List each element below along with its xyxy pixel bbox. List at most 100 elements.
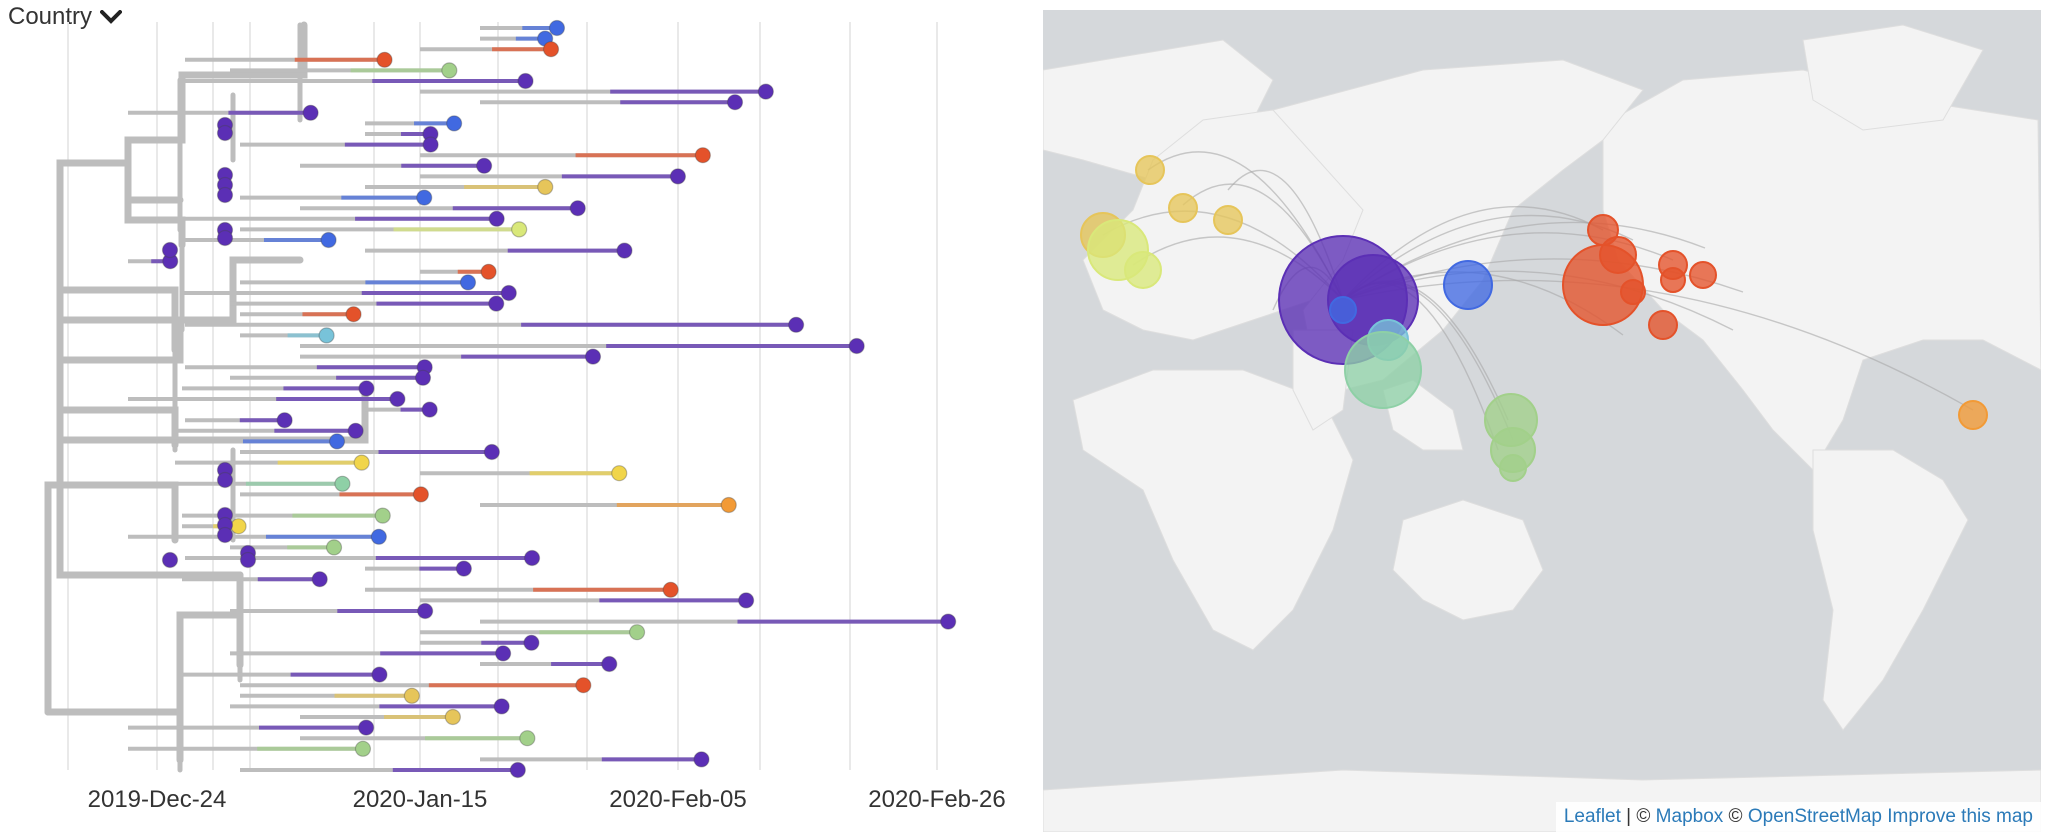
tip-node bbox=[693, 751, 710, 768]
tip-node bbox=[216, 186, 234, 204]
tip-node bbox=[495, 645, 512, 662]
tip-node bbox=[848, 337, 865, 355]
tip-node bbox=[347, 422, 364, 439]
tip-node bbox=[376, 51, 393, 68]
australia-landmass bbox=[1392, 499, 1544, 621]
color-by-label: Country bbox=[8, 3, 93, 30]
x-axis-tick-label: 2020-Jan-15 bbox=[353, 786, 488, 813]
tip-node bbox=[738, 592, 755, 609]
tip-node bbox=[548, 19, 566, 37]
country-bubble[interactable] bbox=[1329, 296, 1357, 324]
tip-node bbox=[374, 507, 391, 524]
tip-node bbox=[611, 465, 628, 482]
tip-node bbox=[417, 602, 434, 620]
country-bubble[interactable] bbox=[1958, 400, 1988, 430]
country-bubble[interactable] bbox=[1124, 251, 1162, 289]
country-bubble[interactable] bbox=[1344, 331, 1422, 409]
tip-node bbox=[325, 539, 343, 556]
tip-node bbox=[720, 496, 737, 514]
tip-node bbox=[358, 380, 375, 397]
tip-node bbox=[416, 189, 433, 206]
map-attribution: Leaflet | © Mapbox © OpenStreetMap Impro… bbox=[1555, 802, 2041, 832]
tip-node bbox=[345, 306, 362, 323]
tip-node bbox=[542, 41, 560, 58]
tip-node bbox=[537, 178, 554, 196]
tip-node bbox=[569, 200, 586, 217]
tip-node bbox=[311, 571, 328, 588]
tip-node bbox=[370, 528, 387, 545]
tip-node bbox=[412, 486, 429, 503]
africa-landmass bbox=[1072, 369, 1354, 651]
attribution-separator: | © bbox=[1620, 806, 1656, 827]
tip-node bbox=[441, 62, 458, 79]
tip-node bbox=[403, 687, 420, 704]
country-bubble[interactable] bbox=[1213, 205, 1243, 235]
tip-node bbox=[302, 104, 319, 121]
tip-node bbox=[519, 730, 536, 747]
tip-node bbox=[353, 454, 370, 471]
tree-branch bbox=[124, 159, 186, 249]
tip-node bbox=[509, 761, 526, 779]
country-bubble[interactable] bbox=[1620, 279, 1646, 305]
tip-node bbox=[788, 316, 805, 333]
x-axis-tick-label: 2019-Dec-24 bbox=[88, 786, 227, 813]
tree-branch bbox=[56, 321, 184, 364]
country-bubble[interactable] bbox=[1168, 193, 1198, 223]
tip-node bbox=[575, 677, 592, 694]
tip-node bbox=[628, 624, 646, 641]
tip-node bbox=[320, 231, 337, 249]
leaflet-link[interactable]: Leaflet bbox=[1563, 806, 1621, 827]
greenland-east-landmass bbox=[1802, 24, 1984, 131]
chevron-down-icon bbox=[100, 10, 123, 24]
tip-node bbox=[216, 471, 234, 489]
tip-node bbox=[662, 581, 679, 598]
color-by-dropdown[interactable]: Country bbox=[8, 2, 123, 32]
tip-node bbox=[523, 634, 540, 651]
country-bubble[interactable] bbox=[1648, 310, 1678, 340]
tree-branch bbox=[56, 481, 244, 579]
tip-node bbox=[389, 390, 406, 408]
tip-node bbox=[239, 551, 257, 569]
tip-node bbox=[354, 740, 372, 757]
tip-node bbox=[511, 221, 528, 238]
tip-node bbox=[216, 124, 234, 142]
country-bubble[interactable] bbox=[1689, 261, 1717, 289]
tip-node bbox=[216, 526, 234, 544]
tip-node bbox=[358, 719, 375, 736]
tip-node bbox=[476, 157, 493, 174]
tree-branch bbox=[56, 159, 132, 489]
tip-node bbox=[483, 443, 500, 461]
tip-node bbox=[616, 242, 633, 259]
tip-node bbox=[446, 115, 463, 132]
tree-branch bbox=[176, 586, 244, 716]
tip-node bbox=[230, 518, 247, 535]
tip-node bbox=[334, 475, 351, 492]
tip-node bbox=[488, 210, 505, 227]
tip-node bbox=[940, 613, 957, 630]
tip-node bbox=[276, 412, 293, 429]
tip-node bbox=[371, 666, 388, 683]
country-bubble[interactable] bbox=[1499, 454, 1527, 482]
transmission-map[interactable]: Leaflet | © Mapbox © OpenStreetMap Impro… bbox=[1043, 10, 2041, 832]
tip-node bbox=[669, 168, 687, 185]
x-axis-tick-label: 2020-Feb-05 bbox=[609, 786, 746, 813]
country-bubble[interactable] bbox=[1443, 260, 1493, 310]
tip-node bbox=[500, 284, 517, 302]
tree-branch bbox=[124, 159, 184, 204]
tip-node bbox=[318, 327, 335, 344]
tree-branch bbox=[124, 21, 308, 167]
mapbox-link[interactable]: Mapbox bbox=[1655, 806, 1724, 827]
tip-node bbox=[216, 229, 234, 247]
tip-node bbox=[488, 295, 505, 312]
country-bubble[interactable] bbox=[1660, 267, 1686, 293]
transmission-arc bbox=[1342, 279, 1974, 411]
south-america-landmass bbox=[1812, 449, 1969, 731]
country-bubble[interactable] bbox=[1135, 155, 1165, 185]
openstreetmap-link[interactable]: OpenStreetMap bbox=[1747, 806, 1882, 827]
tip-node bbox=[726, 94, 744, 111]
improve-map-link[interactable]: Improve this map bbox=[1887, 806, 2033, 827]
tip-node bbox=[328, 433, 346, 450]
tip-node bbox=[455, 560, 472, 577]
tip-node bbox=[517, 72, 534, 90]
tip-node bbox=[161, 241, 179, 259]
